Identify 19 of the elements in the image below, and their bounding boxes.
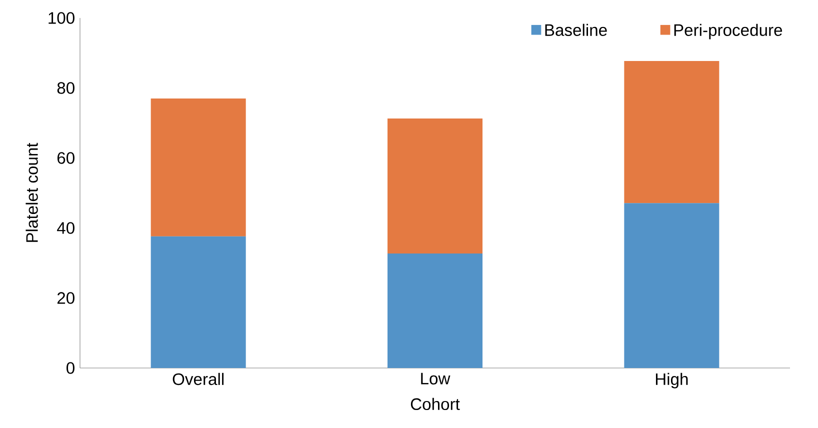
y-tick-label: 80 [57,82,74,94]
x-axis-title: Cohort [410,398,460,410]
y-tick-label: 100 [48,12,74,24]
y-tick-label: 0 [66,362,74,374]
legend-label: Peri-procedure [674,24,782,40]
x-tick-label: Overall [172,372,224,386]
x-tick-label: Low [421,372,450,384]
bar [388,254,483,368]
bar [624,203,720,368]
bar [150,236,246,368]
legend-label: Baseline [545,24,607,36]
y-tick-label: 60 [57,152,74,164]
bar [624,61,720,204]
x-tick-label: High [656,372,688,388]
y-tick-label: 20 [57,292,74,304]
y-axis-title: Platelet count [26,142,38,242]
bar [150,98,246,236]
bar [388,118,483,254]
y-tick-label: 40 [57,222,74,234]
